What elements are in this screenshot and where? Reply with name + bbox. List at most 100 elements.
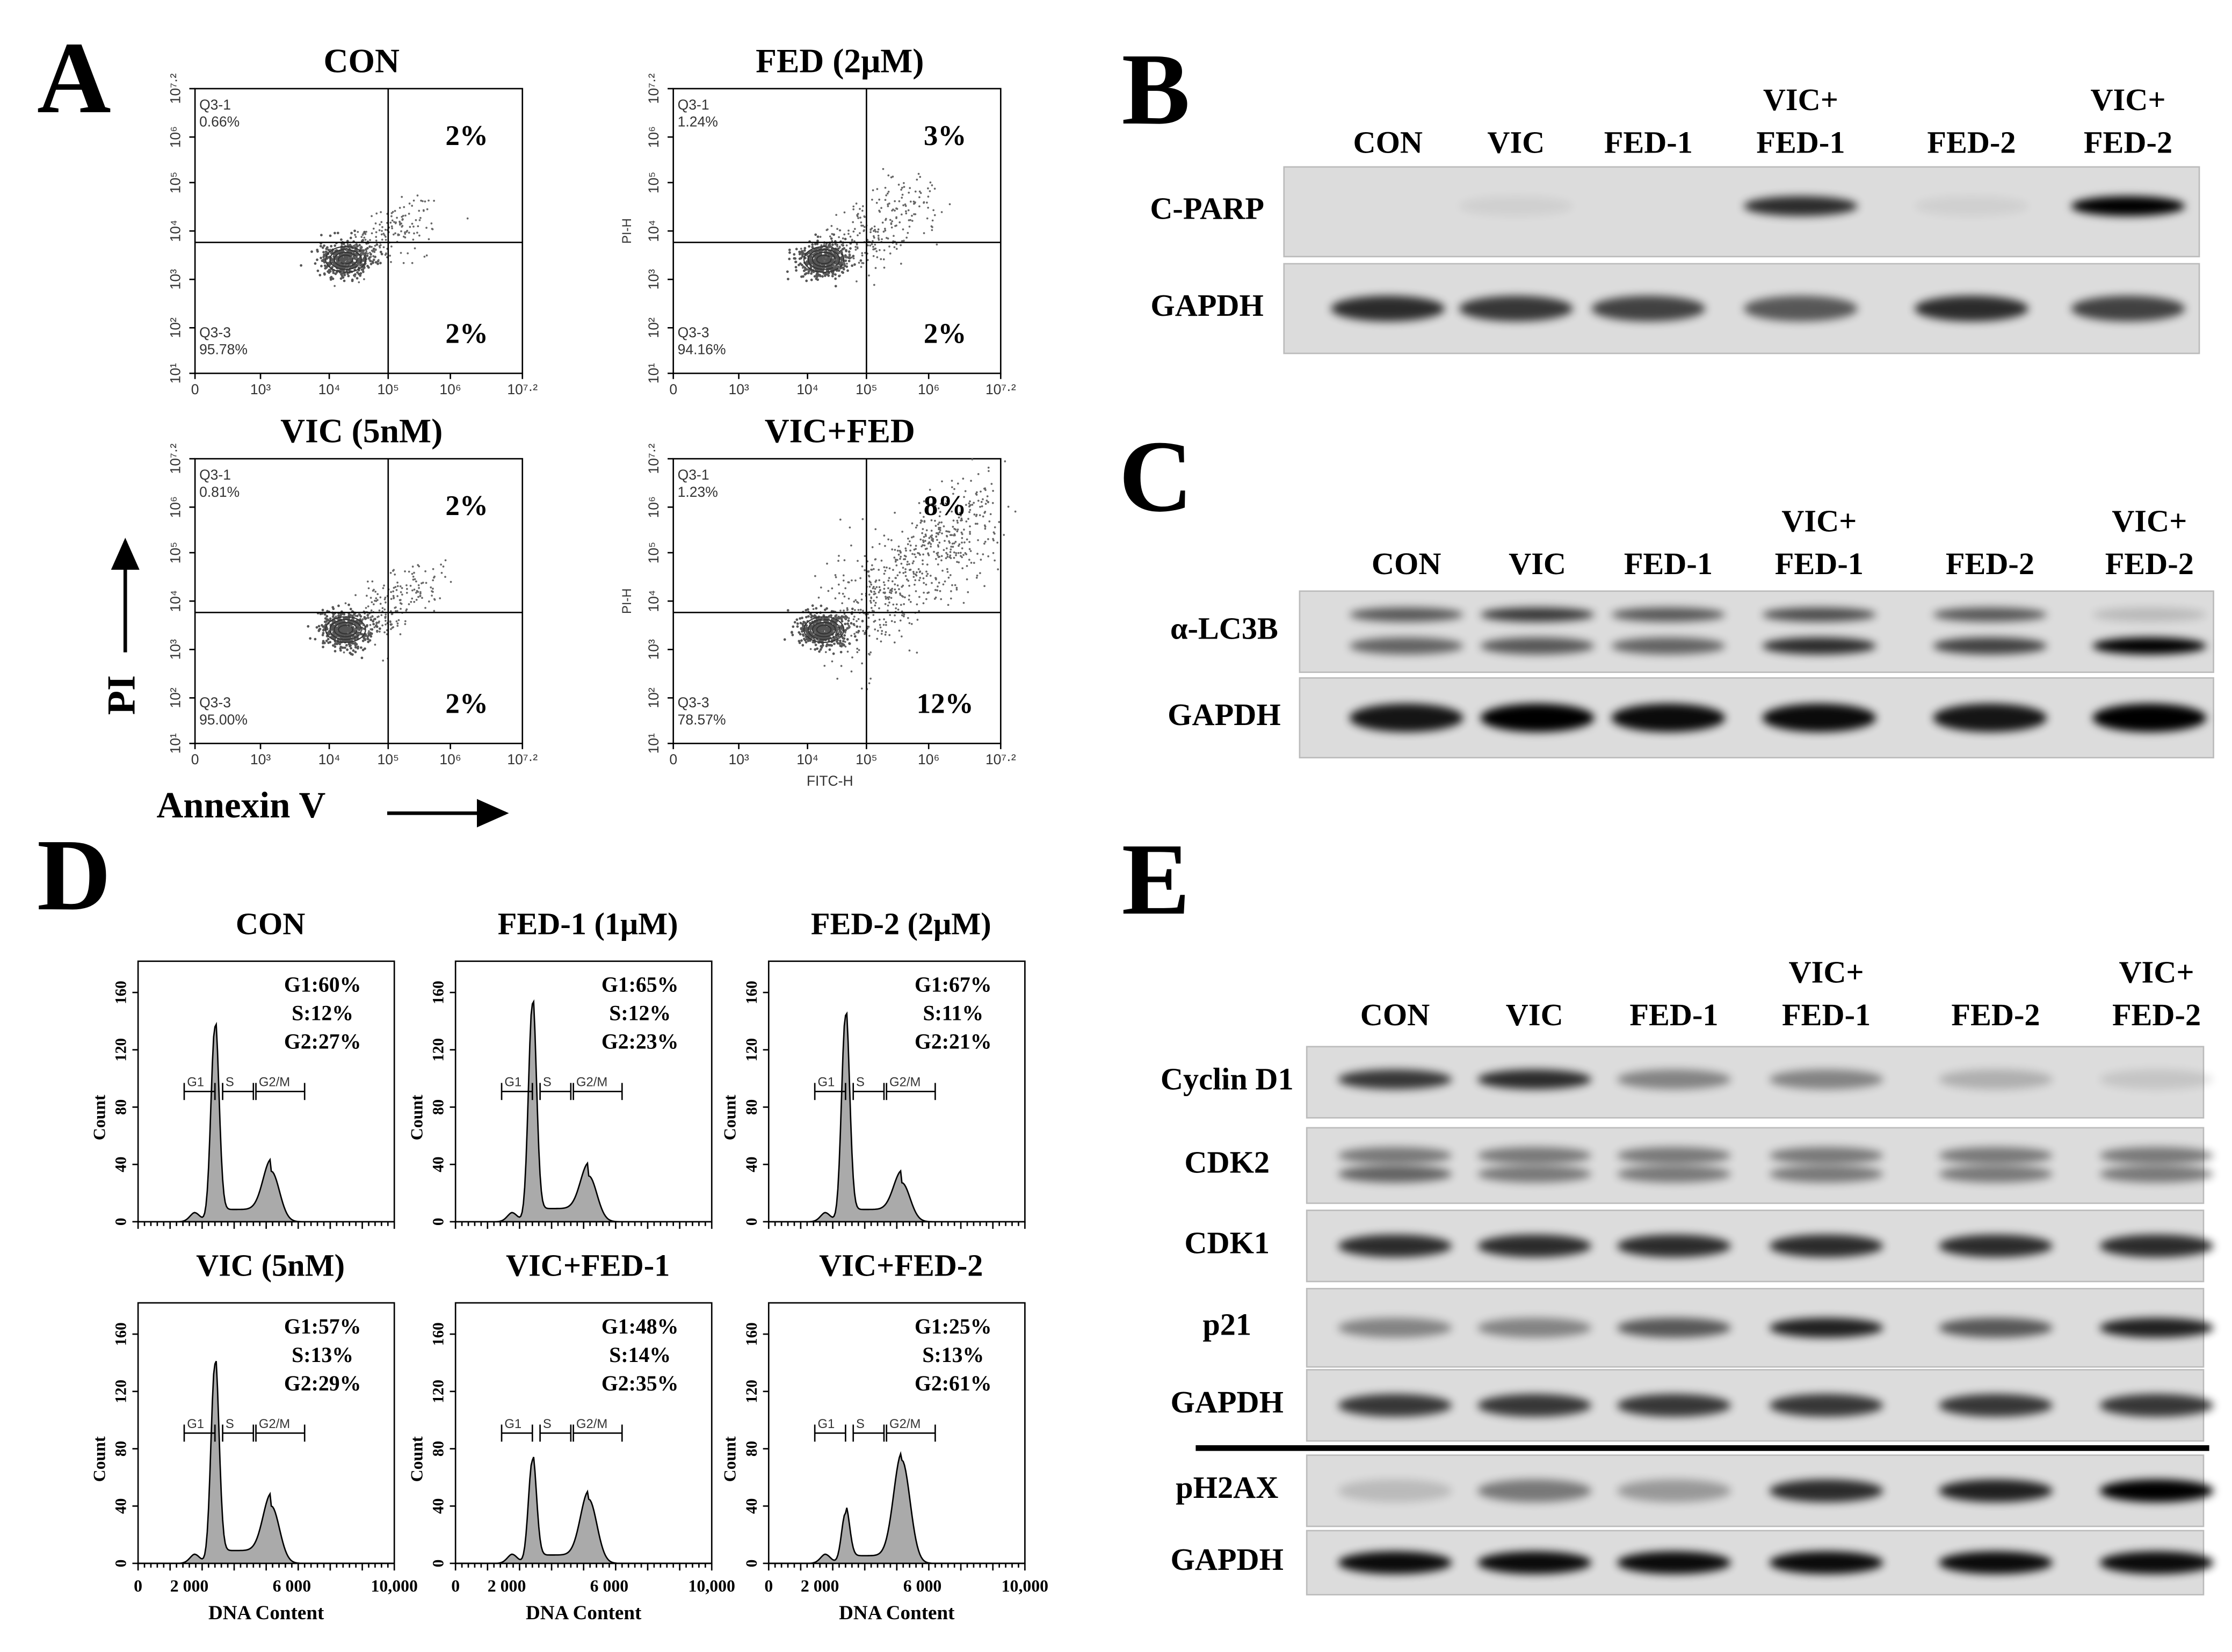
y-axis-title: Count — [408, 1436, 426, 1482]
lane-label: CON — [1353, 125, 1423, 160]
event-dot — [898, 629, 901, 632]
protein-band — [2099, 1069, 2214, 1090]
y-tick-label: 0 — [430, 1560, 447, 1568]
protein-band — [1617, 1147, 1731, 1164]
event-dot — [949, 574, 952, 576]
phase-stat: G2:23% — [602, 1030, 679, 1054]
event-dot — [921, 520, 923, 523]
event-dot — [930, 543, 932, 545]
protein-band — [1938, 1394, 2053, 1417]
event-dot — [881, 238, 883, 241]
event-dot — [990, 483, 993, 485]
event-dot — [883, 584, 886, 586]
event-dot — [997, 568, 999, 571]
event-dot — [912, 576, 915, 578]
protein-band — [1762, 637, 1876, 655]
event-dot — [375, 236, 378, 238]
event-dot — [414, 578, 416, 581]
event-dot — [898, 588, 900, 590]
event-dot — [902, 572, 905, 574]
event-dot — [374, 643, 376, 646]
event-dot — [846, 263, 848, 265]
event-dot — [894, 209, 896, 212]
event-dot — [424, 607, 426, 609]
event-dot — [800, 275, 803, 278]
event-dot — [839, 251, 842, 254]
protein-band — [1338, 1147, 1452, 1164]
event-dot — [835, 640, 838, 643]
event-dot — [389, 620, 392, 622]
event-dot — [407, 252, 409, 255]
event-density — [338, 625, 353, 635]
event-dot — [375, 243, 379, 246]
plot-title: VIC+FED-1 — [506, 1248, 670, 1283]
event-dot — [873, 620, 875, 623]
event-dot — [932, 538, 934, 540]
event-dot — [336, 260, 339, 263]
event-dot — [884, 186, 887, 189]
x-tick-label: 10,000 — [371, 1576, 417, 1595]
event-dot — [316, 258, 318, 262]
event-dot — [334, 645, 337, 648]
event-dot — [932, 209, 934, 212]
x-tick-label: 10³ — [728, 381, 749, 397]
event-dot — [829, 616, 831, 618]
event-dot — [955, 588, 958, 591]
event-dot — [419, 595, 422, 597]
event-dot — [880, 207, 882, 209]
protein-band — [1914, 196, 2028, 216]
event-dot — [322, 632, 325, 635]
event-dot — [421, 582, 423, 585]
event-dot — [903, 240, 905, 242]
event-dot — [344, 602, 347, 605]
event-dot — [820, 646, 823, 649]
lane-label: FED-2 — [2105, 546, 2194, 581]
event-dot — [849, 247, 852, 250]
event-dot — [427, 199, 430, 202]
event-dot — [432, 588, 434, 590]
y-tick-label: 10⁷·² — [646, 444, 662, 474]
protein-band — [1480, 607, 1595, 622]
event-dot — [882, 581, 885, 584]
event-dot — [916, 651, 918, 654]
event-dot — [394, 209, 396, 212]
event-dot — [907, 543, 909, 546]
event-dot — [405, 608, 408, 611]
event-dot — [347, 274, 350, 278]
event-dot — [882, 230, 885, 233]
event-dot — [399, 599, 401, 602]
event-dot — [821, 275, 824, 278]
event-dot — [900, 189, 902, 191]
lane-label: FED-2 — [1951, 997, 2040, 1032]
event-dot — [370, 609, 373, 612]
event-dot — [364, 647, 366, 650]
event-dot — [888, 634, 891, 636]
event-dot — [410, 600, 412, 603]
event-dot — [343, 629, 346, 633]
y-tick-label: 160 — [113, 981, 130, 1004]
event-dot — [853, 600, 856, 603]
event-dot — [859, 626, 861, 628]
event-dot — [962, 477, 965, 480]
event-dot — [936, 243, 938, 246]
event-dot — [941, 532, 943, 535]
event-dot — [345, 644, 348, 647]
event-dot — [946, 547, 948, 549]
event-dot — [385, 235, 387, 238]
y-tick-label: 160 — [113, 1322, 130, 1346]
event-dot — [391, 627, 394, 629]
event-dot — [383, 584, 385, 587]
event-dot — [845, 249, 847, 252]
event-dot — [811, 245, 814, 249]
event-dot — [878, 607, 880, 610]
event-dot — [916, 524, 918, 527]
y-tick-label: 160 — [430, 1322, 447, 1346]
event-dot — [916, 178, 918, 181]
event-dot — [925, 598, 927, 600]
event-dot — [404, 214, 407, 217]
event-dot — [832, 631, 834, 633]
quadrant-value: 0.81% — [199, 484, 240, 500]
event-dot — [912, 535, 915, 538]
event-dot — [425, 582, 427, 584]
event-dot — [943, 525, 945, 527]
